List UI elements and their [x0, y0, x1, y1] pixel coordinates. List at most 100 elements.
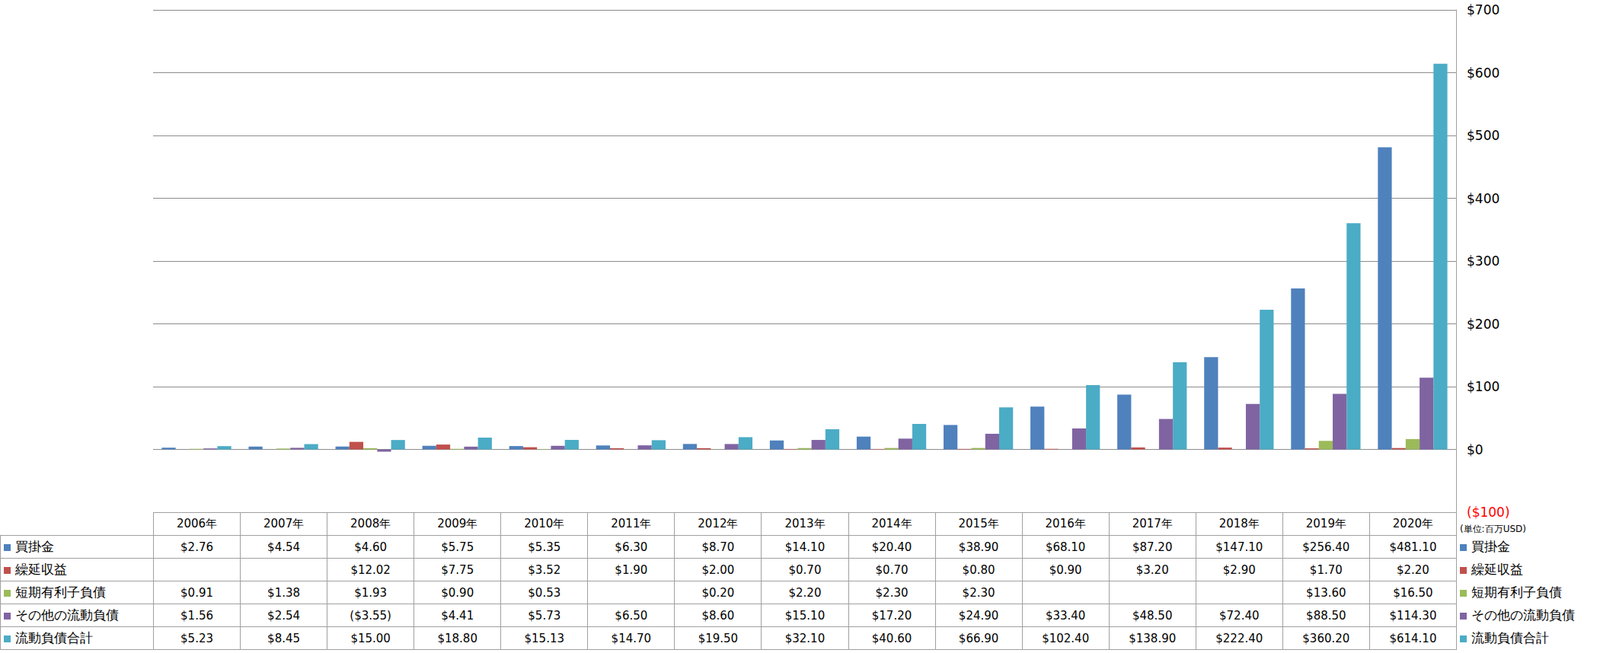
- html-text:$24.90: $24.90: [958, 608, 999, 623]
- html-text:2012年: 2012年: [697, 517, 739, 531]
- html-text:$1.38: $1.38: [267, 586, 301, 600]
- html-text:$40.60: $40.60: [871, 631, 912, 646]
- html-text:$0.90: $0.90: [1049, 563, 1082, 577]
- html-text:$66.90: $66.90: [958, 631, 999, 646]
- html-text:2019年: 2019年: [1305, 517, 1347, 531]
- html-text:$20.40: $20.40: [871, 540, 912, 555]
- html-text:$1.56: $1.56: [180, 608, 214, 623]
- html-text:$8.60: $8.60: [701, 608, 735, 623]
- html-text:$0.70: $0.70: [875, 563, 909, 577]
- html-text:$4.60: $4.60: [354, 540, 387, 555]
- html-text:$2.30: $2.30: [875, 586, 909, 600]
- html-text:2006年: 2006年: [176, 517, 218, 531]
- html-text:2015年: 2015年: [958, 517, 999, 531]
- html-text:$0.91: $0.91: [180, 586, 214, 600]
- html-text:$5.35: $5.35: [527, 540, 561, 555]
- svg-text:($100): ($100): [1466, 504, 1511, 521]
- html-text:$147.10: $147.10: [1215, 540, 1263, 555]
- html-text:2017年: 2017年: [1132, 517, 1173, 531]
- html-text:2013年: 2013年: [784, 517, 826, 531]
- html-text:2014年: 2014年: [871, 517, 913, 531]
- html-text:$2.76: $2.76: [180, 540, 214, 555]
- html-text:$8.45: $8.45: [267, 631, 301, 646]
- html-text:$5.73: $5.73: [527, 608, 561, 623]
- svg-text:$400: $400: [1466, 191, 1500, 207]
- html-text:$5.75: $5.75: [441, 540, 474, 555]
- html-text:買掛金: 買掛金: [15, 539, 55, 555]
- html-text:買掛金: 買掛金: [1471, 539, 1511, 555]
- html-text:$8.70: $8.70: [701, 540, 735, 555]
- html-text:流動負債合計: 流動負債合計: [1471, 630, 1549, 646]
- html-text:$256.40: $256.40: [1302, 540, 1350, 555]
- html-text:$32.10: $32.10: [784, 631, 825, 646]
- html-text:$222.40: $222.40: [1215, 631, 1263, 646]
- html-text:2016年: 2016年: [1045, 517, 1086, 531]
- html-text:$15.10: $15.10: [784, 608, 825, 623]
- html-text:$6.50: $6.50: [614, 608, 648, 623]
- svg-text:$500: $500: [1466, 127, 1500, 144]
- html-text:2010年: 2010年: [524, 517, 565, 531]
- html-text:$138.90: $138.90: [1128, 631, 1176, 646]
- svg-text:$300: $300: [1466, 253, 1500, 269]
- html-text:$1.70: $1.70: [1309, 563, 1343, 577]
- html-text:短期有利子負債: 短期有利子負債: [1471, 584, 1562, 601]
- html-text:$3.52: $3.52: [527, 563, 561, 577]
- html-text:2008年: 2008年: [350, 517, 391, 531]
- html-text:$114.30: $114.30: [1389, 608, 1437, 623]
- html-text:2018年: 2018年: [1219, 517, 1260, 531]
- html-text:$68.10: $68.10: [1045, 540, 1086, 555]
- html-text:$14.70: $14.70: [611, 631, 652, 646]
- html-text:2007年: 2007年: [263, 517, 305, 531]
- html-text:$102.40: $102.40: [1041, 631, 1090, 646]
- html-text:$48.50: $48.50: [1132, 608, 1173, 623]
- html-text:$0.90: $0.90: [441, 586, 474, 600]
- html-text:短期有利子負債: 短期有利子負債: [15, 584, 106, 601]
- html-text:繰延収益: 繰延収益: [1471, 562, 1524, 578]
- html-text:$17.20: $17.20: [871, 608, 912, 623]
- svg-text:$700: $700: [1466, 2, 1500, 18]
- html-text:$4.41: $4.41: [441, 608, 474, 623]
- html-text:$33.40: $33.40: [1045, 608, 1086, 623]
- svg-text:$100: $100: [1466, 379, 1500, 395]
- html-text:$5.23: $5.23: [180, 631, 214, 646]
- html-text:$14.10: $14.10: [784, 540, 825, 555]
- html-text:$4.54: $4.54: [267, 540, 301, 555]
- html-text:$2.00: $2.00: [701, 563, 735, 577]
- html-text:$6.30: $6.30: [614, 540, 648, 555]
- html-text:2009年: 2009年: [437, 517, 478, 531]
- html-text:$0.70: $0.70: [788, 563, 822, 577]
- html-text:$3.20: $3.20: [1135, 563, 1169, 577]
- svg-text:$0: $0: [1466, 442, 1484, 458]
- svg-text:$200: $200: [1466, 316, 1500, 333]
- html-text:$2.20: $2.20: [1396, 563, 1430, 577]
- html-text:繰延収益: 繰延収益: [15, 562, 68, 578]
- html-text:$2.54: $2.54: [267, 608, 301, 623]
- html-text:$87.20: $87.20: [1132, 540, 1173, 555]
- html-text:$0.80: $0.80: [962, 563, 996, 577]
- html-text:流動負債合計: 流動負債合計: [15, 630, 93, 646]
- html-text:$1.93: $1.93: [354, 586, 387, 600]
- html-text:$88.50: $88.50: [1306, 608, 1347, 623]
- html-text:$2.90: $2.90: [1222, 563, 1256, 577]
- html-text:その他の流動負債: その他の流動負債: [15, 607, 119, 623]
- html-text:$15.13: $15.13: [524, 631, 565, 646]
- html-text:$38.90: $38.90: [958, 540, 999, 555]
- html-text:$481.10: $481.10: [1389, 540, 1437, 555]
- html-text:$7.75: $7.75: [441, 563, 474, 577]
- html-text:($3.55): ($3.55): [349, 608, 392, 623]
- html-text:$18.80: $18.80: [437, 631, 478, 646]
- html-text:$0.53: $0.53: [527, 586, 561, 600]
- html-text:$614.10: $614.10: [1389, 631, 1437, 646]
- html-text:$72.40: $72.40: [1219, 608, 1260, 623]
- svg-text:$600: $600: [1466, 65, 1500, 81]
- html-text:$1.90: $1.90: [614, 563, 648, 577]
- html-text:$2.20: $2.20: [788, 586, 822, 600]
- html-text:2011年: 2011年: [610, 517, 652, 531]
- html-text:その他の流動負債: その他の流動負債: [1471, 607, 1575, 623]
- html-text:$0.20: $0.20: [701, 586, 735, 600]
- html-text:$12.02: $12.02: [350, 563, 391, 577]
- html-text:$19.50: $19.50: [698, 631, 739, 646]
- html-text:$15.00: $15.00: [350, 631, 391, 646]
- html-text:$360.20: $360.20: [1302, 631, 1350, 646]
- html-text:2020年: 2020年: [1392, 517, 1434, 531]
